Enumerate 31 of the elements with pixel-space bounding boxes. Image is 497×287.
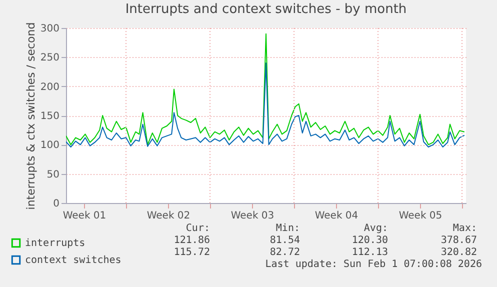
y-tick-label: 50	[46, 169, 60, 180]
text: 120.30	[352, 235, 388, 246]
x-tick-label: Week 04	[314, 210, 358, 222]
y-tick-label: 200	[40, 82, 60, 93]
text: Last update: Sun Feb 1 07:00:08 2026	[265, 259, 482, 270]
x-tick-label: Week 02	[146, 210, 190, 222]
y-tick-label: 100	[40, 140, 60, 152]
text: 81.54	[270, 235, 300, 246]
text: 121.86	[174, 235, 210, 246]
text: 112.13	[352, 247, 388, 258]
x-tick-label: Week 03	[230, 210, 274, 222]
line-series	[66, 62, 465, 148]
x-tick-label: Week 01	[62, 210, 106, 222]
legend-label: context switches	[25, 255, 122, 266]
text: 320.82	[440, 247, 477, 258]
text: Avg:	[364, 223, 388, 234]
y-tick-label: 150	[40, 111, 60, 122]
text: 82.72	[270, 247, 300, 258]
x-tick-label: Week 05	[398, 210, 442, 222]
text: Min:	[276, 223, 300, 234]
legend-label: interrupts	[25, 238, 86, 249]
text: Cur:	[186, 223, 210, 234]
chart-title: Interrupts and context switches - by month	[125, 2, 407, 17]
text: Max:	[452, 223, 477, 234]
y-tick-label: 300	[40, 24, 60, 34]
line-series	[66, 33, 465, 146]
y-tick-label: 250	[40, 52, 60, 64]
text: 378.67	[440, 235, 477, 246]
y-tick-label: 0	[53, 198, 60, 210]
y-axis-title: interrupts & ctx switches / second	[24, 22, 38, 210]
text: 115.72	[174, 247, 210, 258]
